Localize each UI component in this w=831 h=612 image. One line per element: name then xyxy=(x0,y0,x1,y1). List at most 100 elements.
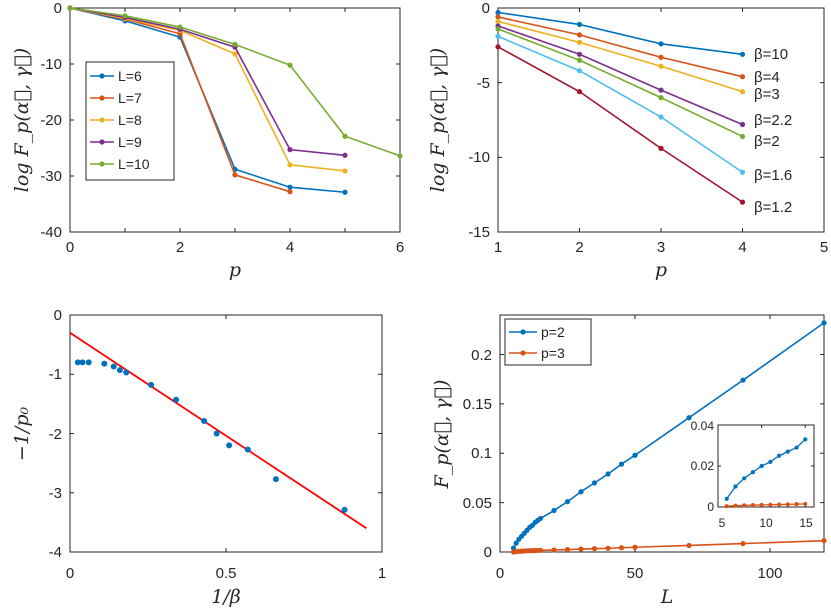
beta-label-1-6: β=1.6 xyxy=(754,167,792,184)
series-l-7-point xyxy=(232,172,238,178)
panel-d-ylabel: F_p(α⃗, γ⃗) xyxy=(431,380,453,490)
series-p-3-point xyxy=(618,545,625,551)
series-p-2-point xyxy=(632,452,638,458)
panel-d-xtick-0: 0 xyxy=(496,565,504,582)
panel-c-xtick-0: 0 xyxy=(66,565,74,582)
series--10-point xyxy=(739,51,746,57)
series-l-10-point xyxy=(122,13,128,19)
inset-xtick-10: 10 xyxy=(759,516,773,530)
panel-c-ytick-2: -2 xyxy=(49,426,62,443)
series--2-line xyxy=(497,28,743,138)
scatter-point xyxy=(201,418,208,425)
legend-marker-l-10 xyxy=(99,161,105,167)
series-p-3-point xyxy=(578,546,584,552)
series-p-3-point xyxy=(537,547,544,553)
legend-label-L10: L=10 xyxy=(118,156,150,172)
series-p-2-point xyxy=(686,415,692,421)
beta-label-2: β=2 xyxy=(754,133,780,150)
series-p-2-point xyxy=(551,507,557,514)
series-p-3-point xyxy=(605,545,611,551)
scatter-point xyxy=(173,396,180,403)
panel-a-xtick-0: 0 xyxy=(66,239,74,256)
inset-axes-box xyxy=(717,424,815,508)
panel-c-ylabel: −1/p₀ xyxy=(11,407,33,462)
series-p-2-point xyxy=(591,480,598,486)
series--1-2-point xyxy=(658,145,664,151)
inset-series-p2-point xyxy=(759,463,764,469)
series-l-9-point xyxy=(287,147,293,153)
legend-marker-p-3 xyxy=(520,350,526,356)
panel-d: 0 50 100 0 0.05 0.1 0.15 0.2 L F_p(α⃗, γ… xyxy=(431,314,827,608)
panel-a-xlabel: p xyxy=(229,259,241,281)
panel-a-ylabel: log F_p(α⃗, γ⃗) xyxy=(11,48,33,192)
legend-marker-l-6 xyxy=(99,73,105,79)
scatter-point xyxy=(85,359,92,366)
panel-c-ytick-3: -3 xyxy=(49,485,62,502)
scatter-point xyxy=(272,476,279,483)
series-l-9-point xyxy=(342,152,348,158)
series--2-2-point xyxy=(739,121,746,128)
series--2-point xyxy=(576,57,583,63)
panel-d-inset: 5 10 15 0 0.02 0.04 xyxy=(691,419,815,530)
series--10-line xyxy=(497,11,743,56)
series--3-point xyxy=(576,39,583,45)
panel-d-ytick-015: 0.15 xyxy=(463,396,492,413)
series-p-3-point xyxy=(591,546,598,552)
series-l-8-line xyxy=(69,7,346,172)
panel-a-xtick-2: 2 xyxy=(176,239,184,256)
panel-b-ylabel: log F_p(α⃗, γ⃗) xyxy=(427,48,449,192)
inset-xtick-15: 15 xyxy=(799,516,813,530)
inset-series-p3-point xyxy=(724,504,729,509)
series-p-3-point xyxy=(686,542,692,549)
panel-d-ytick-0: 0 xyxy=(484,544,492,561)
inset-xtick-5: 5 xyxy=(719,516,726,530)
beta-label-4: β=4 xyxy=(754,69,780,86)
series--1-6-point xyxy=(739,169,746,175)
series--10-point xyxy=(576,21,583,28)
series-l-10-point xyxy=(342,133,348,139)
panel-c-xtick-1: 1 xyxy=(378,565,386,582)
inset-ytick-004: 0.04 xyxy=(691,419,715,433)
inset-series-p3-point xyxy=(776,502,782,507)
series-l-7-point xyxy=(287,189,293,195)
series--1-6-point xyxy=(495,33,501,39)
series-l-9-line xyxy=(69,7,346,157)
inset-series-p3-point xyxy=(733,503,738,508)
series--2-point xyxy=(658,95,664,101)
panel-b-ytick-10: -10 xyxy=(468,149,490,166)
panel-d-xlabel: L xyxy=(660,586,674,608)
legend-label-L7: L=7 xyxy=(118,90,142,106)
series--2-point xyxy=(739,133,746,140)
series-l-10-point xyxy=(397,153,403,159)
inset-series-p2-point xyxy=(776,453,782,458)
scatter-point xyxy=(341,506,348,513)
inset-series-p2-point xyxy=(750,470,756,475)
scatter-point xyxy=(110,363,117,370)
legend-label-L9: L=9 xyxy=(118,134,142,150)
legend-label-p3: p=3 xyxy=(541,345,565,361)
series-p-2-point xyxy=(564,499,571,505)
legend-label-L6: L=6 xyxy=(118,68,142,84)
scatter-point xyxy=(244,446,251,453)
series--1-2-point xyxy=(576,89,583,95)
panel-b-xtick-5: 5 xyxy=(820,239,828,256)
scatter-point xyxy=(79,359,86,366)
legend-marker-l-7 xyxy=(99,95,105,101)
panel-c-ytick-0: 0 xyxy=(54,307,62,324)
inset-series-p3-point xyxy=(759,502,764,508)
series-p-3-point xyxy=(740,541,746,547)
series-l-10-point xyxy=(287,62,293,68)
series--1-6-point xyxy=(658,114,664,120)
panel-d-xtick-100: 100 xyxy=(757,565,782,582)
series--1-6-line xyxy=(497,35,743,173)
legend-label-p2: p=2 xyxy=(541,324,565,340)
series--2-point xyxy=(495,26,501,32)
panel-d-ytick-01: 0.1 xyxy=(471,445,492,462)
fit-line xyxy=(69,332,367,530)
inset-ytick-0: 0 xyxy=(707,500,714,514)
series--1-2-line xyxy=(497,46,743,203)
series--2-2-line xyxy=(497,25,743,126)
series--4-point xyxy=(658,54,664,60)
panel-d-legend: p=2 p=3 xyxy=(504,318,592,366)
panel-a-xtick-6: 6 xyxy=(396,239,404,256)
